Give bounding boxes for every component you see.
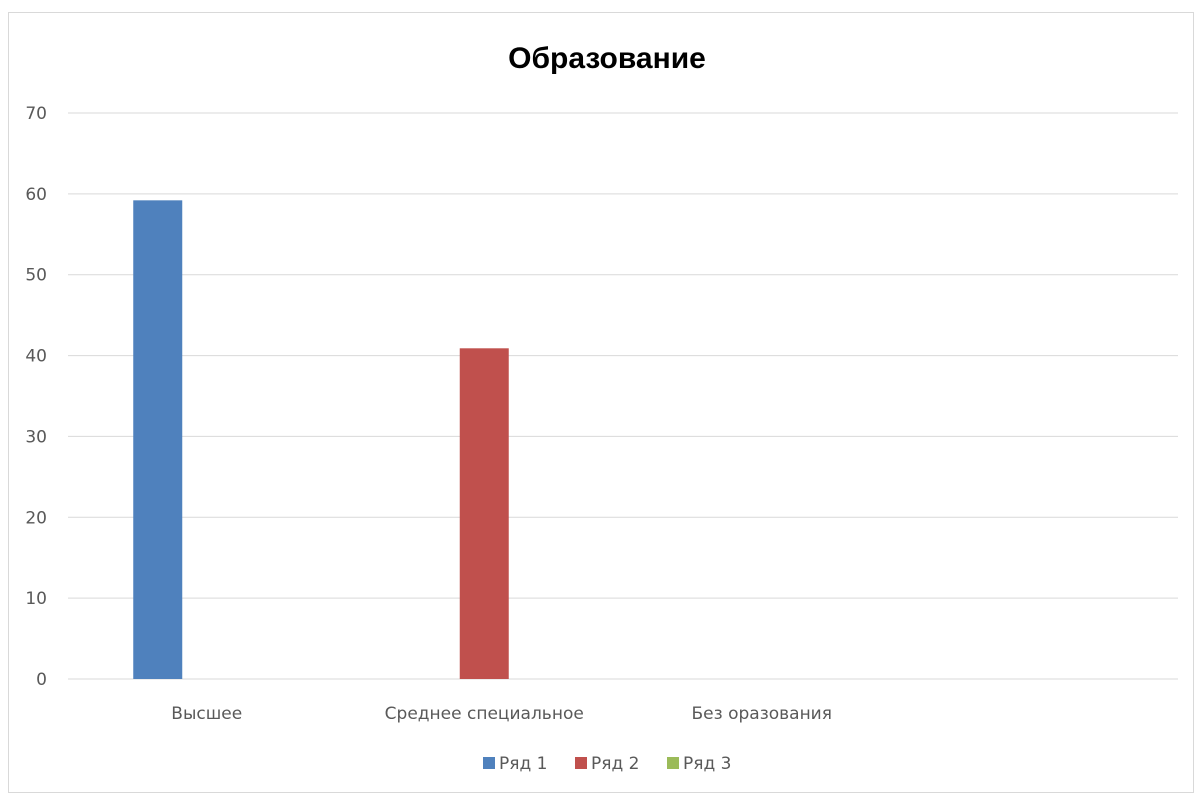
legend-label: Ряд 2 — [591, 754, 639, 774]
legend-label: Ряд 3 — [683, 754, 731, 774]
legend-swatch — [575, 757, 587, 769]
bars — [133, 200, 509, 679]
y-tick-label: 50 — [25, 266, 47, 286]
legend-label: Ряд 1 — [499, 754, 547, 774]
x-category-label: Без оразования — [692, 704, 832, 724]
y-tick-label: 60 — [25, 185, 47, 205]
bar-1 — [133, 200, 183, 679]
y-tick-label: 70 — [25, 104, 47, 124]
y-tick-label: 40 — [25, 347, 47, 367]
chart-title: Образование — [508, 42, 706, 75]
y-tick-label: 10 — [25, 589, 47, 609]
legend: Ряд 1 Ряд 2 Ряд 3 — [483, 754, 731, 774]
chart-frame — [8, 12, 1194, 793]
x-category-label: Среднее специальное — [385, 704, 584, 724]
y-tick-label: 20 — [25, 508, 47, 528]
gridlines — [68, 112, 1178, 680]
x-category-label: Высшее — [171, 704, 242, 724]
legend-swatch — [667, 757, 679, 769]
y-tick-label: 0 — [36, 670, 47, 690]
legend-swatch — [483, 757, 495, 769]
x-axis-categories: Высшее Среднее специальное Без оразования — [171, 704, 832, 724]
y-tick-label: 30 — [25, 427, 47, 447]
y-axis-ticks: 0 10 20 30 40 50 60 70 — [25, 104, 47, 690]
bar-2 — [459, 348, 509, 679]
